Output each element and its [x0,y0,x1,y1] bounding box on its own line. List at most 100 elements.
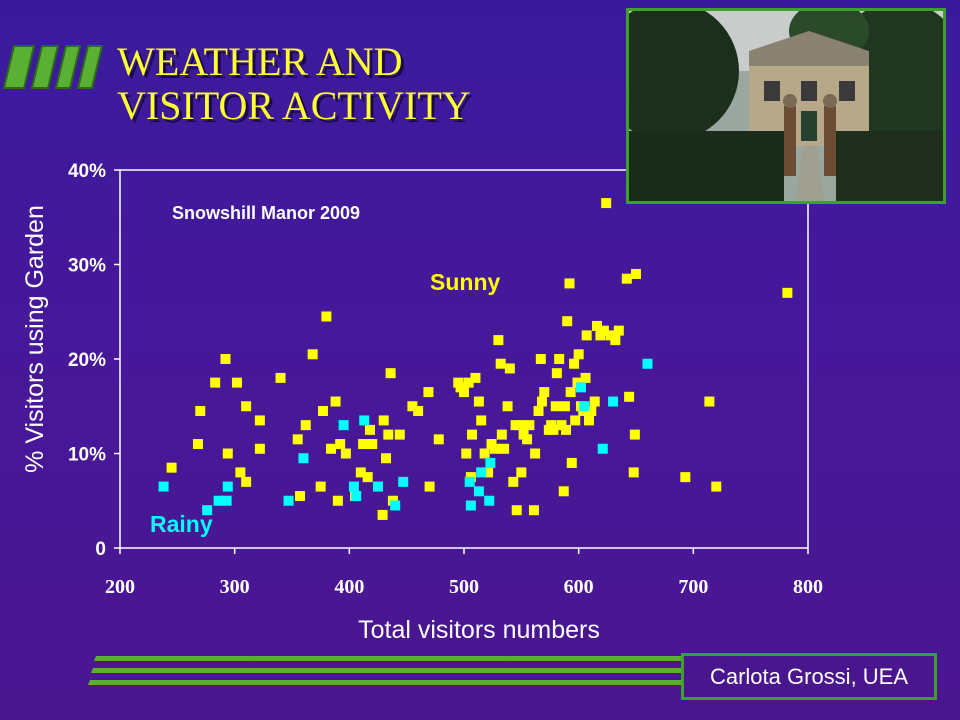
sunny-data-point [554,354,565,364]
rainy-data-point [158,481,169,492]
sunny-data-point [628,467,639,478]
rainy-data-point [476,467,487,478]
rainy-data-point [579,401,590,412]
sunny-data-point [222,448,233,459]
rainy-data-point [373,481,383,492]
sunny-data-point [424,481,435,492]
rainy-data-point [464,476,475,487]
sunny-data-point [589,396,600,407]
sunny-data-point [515,420,526,431]
author-credit: Carlota Grossi, UEA [681,653,937,700]
sunny-data-point [581,330,592,341]
sunny-data-point [307,349,318,360]
sunny-data-point [378,415,389,426]
title-line-1: WEATHER AND [117,39,403,84]
sunny-data-point [583,415,594,426]
sunny-data-point [592,320,603,331]
sunny-data-point [476,415,487,426]
rainy-data-point [298,453,309,464]
rainy-data-point [348,481,359,492]
sunny-data-point [192,439,203,450]
rainy-data-point [390,500,401,511]
sunny-data-point [504,363,515,374]
sunny-data-point [254,415,265,426]
sunny-data-point [364,424,375,435]
sunny-data-point [610,335,621,346]
y-axis-label: % Visitors using Garden [21,205,49,473]
sunny-data-point [536,396,547,407]
sunny-data-point [463,377,474,388]
sunny-data-point [231,377,242,388]
sunny-data-point [195,405,206,416]
sunny-data-point [569,358,580,369]
sunny-data-point [499,443,510,454]
slide-title: WEATHER AND VISITOR ACTIVITY [117,40,587,128]
sunny-data-point [335,439,346,450]
sunny-data-point [383,429,394,440]
sunny-data-point [511,505,522,516]
sunny-data-point [493,335,504,346]
sunny-data-point [340,448,351,459]
sunny-data-point [489,443,500,454]
sunny-data-point [325,443,336,454]
series-label-sunny: Sunny [430,269,500,295]
manor-house-photo [626,8,946,204]
sunny-data-point [573,349,584,360]
sunny-data-point [539,387,550,398]
sunny-data-point [362,472,373,483]
sunny-data-point [330,396,341,407]
sunny-data-point [559,401,570,412]
rainy-data-point [597,443,608,454]
rainy-data-point [338,420,349,431]
sunny-data-point [621,273,632,284]
sunny-data-point [241,476,252,487]
sunny-data-point [220,354,231,364]
sunny-data-point [473,396,484,407]
sunny-data-point [275,372,286,383]
x-tick-label: 500 [449,576,479,598]
sunny-data-point [210,377,221,388]
sunny-data-point [558,486,569,497]
sunny-data-point [467,429,478,440]
sunny-data-point [548,424,559,435]
footer-stripes-decoration [88,656,690,685]
y-tick-label: 20% [68,350,106,371]
x-tick-label: 300 [220,576,250,598]
sunny-data-point [631,268,641,279]
sunny-data-point [461,448,472,459]
sunny-data-point [570,415,581,426]
sunny-data-point [321,311,332,322]
sunny-data-point [459,387,469,398]
sunny-data-point [166,462,177,473]
sunny-data-point [423,387,434,398]
rainy-data-point [283,495,294,506]
sunny-data-point [413,405,424,416]
sunny-data-point [533,405,544,416]
sunny-data-point [598,325,609,336]
sunny-data-point [483,467,494,478]
sunny-data-point [381,453,392,464]
sunny-data-point [295,491,306,502]
rainy-data-point [642,358,653,369]
rainy-data-point [398,476,409,487]
sunny-data-point [241,401,252,412]
sunny-data-point [528,505,539,516]
sunny-data-point [516,467,527,478]
sunny-data-point [562,316,573,327]
sunny-data-point [551,368,562,379]
sunny-data-point [704,396,715,407]
rainy-data-point [222,481,233,492]
sunny-data-point [502,401,513,412]
sunny-data-point [433,434,444,445]
sunny-data-point [624,391,635,402]
sunny-data-point [524,420,535,431]
sunny-data-point [315,481,326,492]
sunny-data-point [495,358,506,369]
sunny-data-point [629,429,640,440]
sunny-data-point [317,405,328,416]
rainy-data-point [473,486,484,497]
sunny-data-point [385,368,396,379]
x-tick-label: 800 [793,576,823,598]
rainy-data-point [213,495,224,506]
